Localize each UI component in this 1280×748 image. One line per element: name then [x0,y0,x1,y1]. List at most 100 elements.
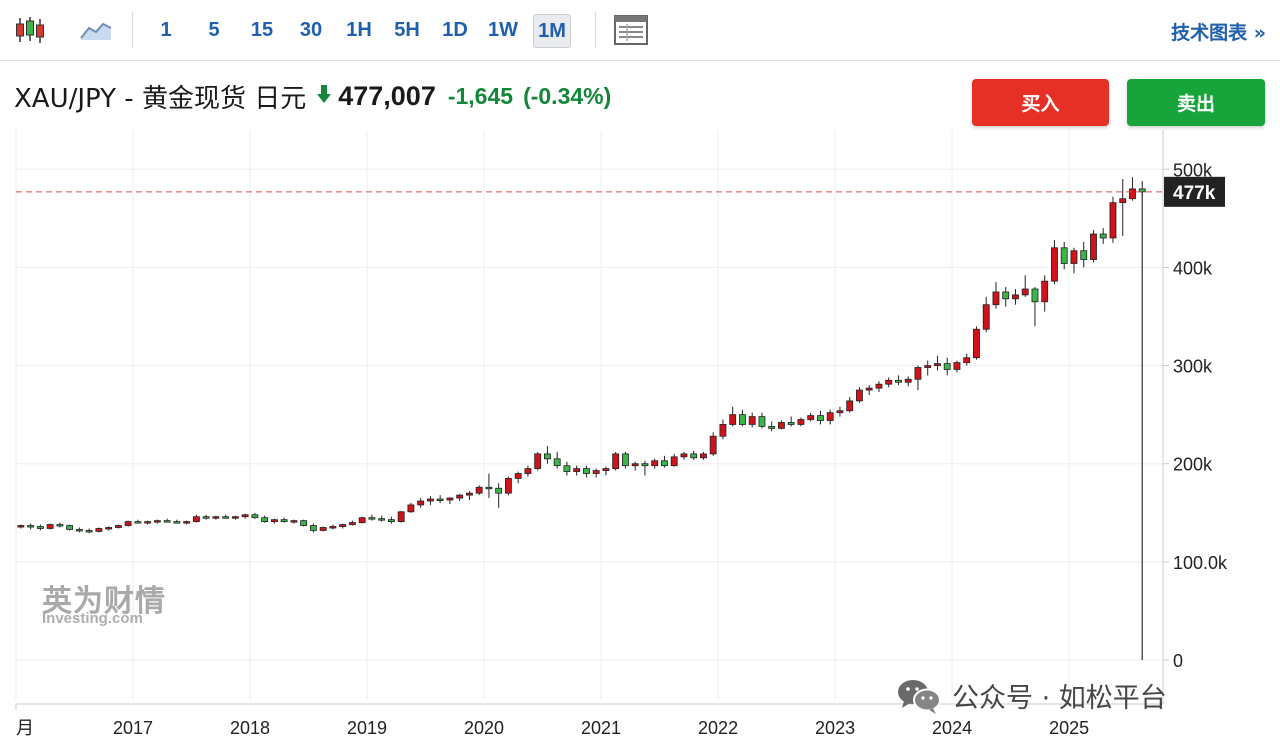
x-tick-label: 2023 [815,718,855,738]
candle-body [1099,233,1107,239]
candle-body [1109,202,1117,239]
timeframe-15[interactable]: 15 [250,19,274,41]
sell-button[interactable]: 卖出 [1127,79,1265,126]
x-tick-label: 2017 [113,718,153,738]
candle-body [992,291,1000,306]
candle-body [144,521,152,524]
candle-body [875,383,883,389]
candle-body [1041,280,1049,303]
candle-body [934,363,941,366]
x-tick-label: 2024 [932,718,972,738]
candle-body [865,387,873,391]
price-change: -1,645 [447,82,514,109]
candle-body [75,529,83,532]
candle-body [495,487,503,494]
candle-body [348,522,356,525]
candle-body [124,521,132,526]
candle-body [339,524,347,527]
candle-body [709,435,717,455]
timeframe-1d[interactable]: 1D [442,19,468,41]
candle-body [592,470,600,474]
candle-body [602,468,610,471]
timeframe-5h[interactable]: 5H [394,19,420,41]
candle-body [436,498,444,501]
candle-body [456,494,464,499]
candle-body [407,504,415,513]
candle-body [163,520,171,523]
y-tick-label: 100.0k [1173,553,1228,573]
candle-body [1002,291,1010,300]
candle-body [270,519,278,523]
candle-body [953,362,961,370]
candle-body [1060,247,1068,264]
candle-body [397,511,405,523]
candle-body [1012,294,1019,300]
candle-body [778,422,785,429]
candle-body [183,521,191,524]
timeframe-5[interactable]: 5 [208,19,220,41]
timeframe-30[interactable]: 30 [299,19,323,41]
candle-body [856,389,863,402]
last-price: 477,007 [338,80,436,111]
candle-body [387,519,395,523]
candle-body [963,357,971,364]
candle-body [739,414,746,425]
candle-body [475,486,483,494]
candle-body [729,414,737,425]
candle-body [222,516,230,519]
timeframe-1[interactable]: 1 [160,19,172,41]
timeframe-1w[interactable]: 1W [488,19,518,41]
candle-body [173,521,181,524]
buy-button[interactable]: 买入 [972,79,1109,126]
x-tick-label: 2025 [1049,718,1089,738]
candle-body [758,416,766,427]
candle-body [280,519,288,523]
candle-body [17,525,25,528]
candle-body [251,514,259,519]
candle-body [309,525,317,531]
candle-body [661,460,668,467]
price-change-percent: (-0.34%) [523,82,612,109]
candle-body [241,514,249,518]
candle-body [134,521,142,524]
candle-body [105,527,113,530]
technical-chart-link[interactable]: 技术图表 » [1171,22,1266,44]
investing-watermark-brand: 英为财情 [42,584,166,619]
candle-body [895,379,902,383]
candle-body [807,415,815,420]
candle-body [1021,288,1029,296]
candle-body [631,463,639,467]
candle-body [690,453,698,459]
candlestick-chart-icon[interactable] [12,14,48,46]
candle-body [1090,233,1097,260]
chart-toolbar: 1 5 15 30 1H 5H 1D 1W 1M 技术图表 » [0,0,1280,61]
area-chart-icon[interactable] [78,14,114,46]
candle-body [826,412,834,421]
candle-body [485,486,493,490]
x-tick-label: 2021 [581,718,621,738]
table-view-icon[interactable] [613,14,649,46]
candle-body [95,528,103,532]
candle-body [66,525,74,530]
price-chart[interactable]: 0 100.0k 200k 300k 400k 500k 月 2017 2018 2019 2020… [0,130,1280,748]
candle-body [943,363,951,370]
arrow-down-icon [316,84,332,108]
candle-body [261,517,269,523]
candle-body [378,518,386,521]
timeframe-1m[interactable]: 1M [533,14,571,48]
candle-body [36,526,44,529]
x-tick-label: 2018 [230,718,270,738]
candle-body [1080,250,1088,260]
y-tick-label: 0 [1173,651,1183,671]
candle-body [358,517,366,523]
candle-body [846,400,854,412]
candle-body [1051,247,1058,282]
candle-body [797,419,805,425]
candle-body [504,478,512,494]
candle-body [192,516,200,523]
candle-body [1119,198,1127,204]
candle-body [319,527,327,531]
y-tick-label: 200k [1173,455,1213,475]
timeframe-1h[interactable]: 1H [346,19,372,41]
candle-body [622,453,629,467]
